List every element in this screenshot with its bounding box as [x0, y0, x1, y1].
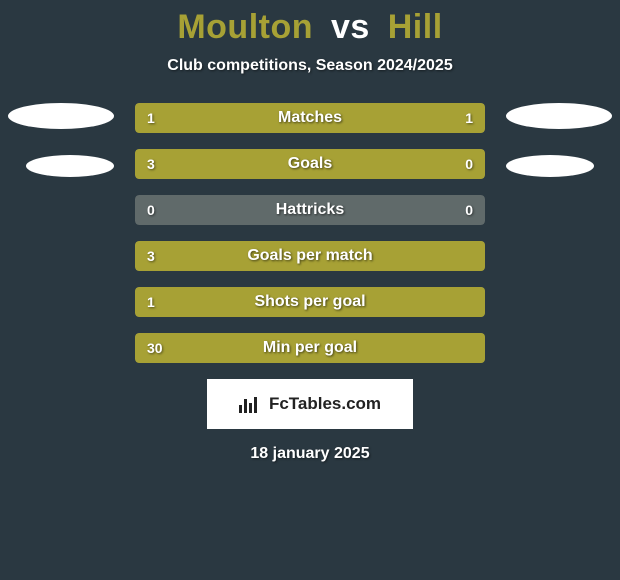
stat-bar-left	[135, 241, 485, 271]
player2-name: Hill	[388, 8, 443, 46]
stat-bar-left	[135, 333, 485, 363]
player1-avatar-placeholder	[8, 103, 114, 129]
stat-bars: Matches11 Goals30 Hattricks00 Goals per mat…	[135, 103, 485, 363]
stat-bar-track	[135, 195, 485, 225]
stat-bar-right	[398, 149, 486, 179]
stat-row: Min per goal30	[135, 333, 485, 363]
stat-bar-left	[135, 103, 310, 133]
stat-bar-left	[135, 149, 398, 179]
stat-row: Matches11	[135, 103, 485, 133]
player1-name: Moulton	[177, 8, 313, 46]
bar-chart-icon	[239, 395, 263, 413]
stat-row: Hattricks00	[135, 195, 485, 225]
player2-avatar-placeholder	[506, 103, 612, 129]
stat-bar-left	[135, 287, 485, 317]
stat-row: Goals per match3	[135, 241, 485, 271]
vs-text: vs	[331, 8, 370, 46]
brand-box: FcTables.com	[207, 379, 413, 429]
player1-logo-placeholder	[26, 155, 114, 177]
stat-bar-right	[310, 103, 485, 133]
player2-logo-placeholder	[506, 155, 594, 177]
date-text: 18 january 2025	[0, 445, 620, 463]
page-title: Moulton vs Hill	[0, 8, 620, 47]
subtitle: Club competitions, Season 2024/2025	[0, 57, 620, 75]
stats-chart: Matches11 Goals30 Hattricks00 Goals per mat…	[0, 103, 620, 363]
stat-row: Shots per goal1	[135, 287, 485, 317]
brand-text: FcTables.com	[269, 394, 381, 414]
stat-row: Goals30	[135, 149, 485, 179]
comparison-card: Moulton vs Hill Club competitions, Seaso…	[0, 0, 620, 580]
